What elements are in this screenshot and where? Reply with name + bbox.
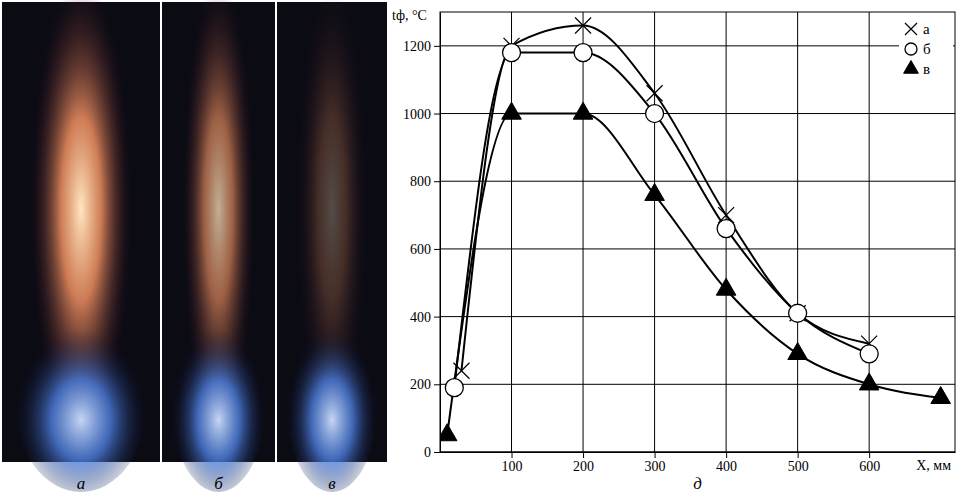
grid-line-y xyxy=(440,316,955,317)
series-line xyxy=(454,53,869,388)
tick-y: 400 xyxy=(410,310,440,325)
tick-x: 300 xyxy=(645,452,666,474)
point xyxy=(445,379,463,397)
grid-line-x xyxy=(797,12,798,452)
point xyxy=(788,343,808,360)
point xyxy=(575,18,591,34)
tick-label-y: 400 xyxy=(410,310,431,325)
tick-y: 800 xyxy=(410,174,440,189)
tick-mark-y xyxy=(434,452,440,453)
data-marks xyxy=(440,18,950,441)
point xyxy=(931,387,951,404)
tick-x: 500 xyxy=(788,452,809,474)
tick-mark-x xyxy=(726,452,727,458)
y-axis: 0 200 400 600 800 1000 1200 xyxy=(403,13,441,460)
plot-frame xyxy=(440,12,955,452)
tick-label-x: 600 xyxy=(859,459,880,474)
photo-label: в xyxy=(328,474,336,493)
legend-label: а xyxy=(923,21,930,37)
grid-line-x xyxy=(654,12,655,452)
grid xyxy=(440,12,955,452)
point xyxy=(789,304,807,322)
tick-x: 100 xyxy=(502,452,523,474)
axis-line-y xyxy=(440,13,441,453)
x-axis: 100 200 300 400 500 600 xyxy=(441,452,956,474)
point xyxy=(717,220,735,238)
flame-base xyxy=(15,312,148,492)
tick-y: 0 xyxy=(424,445,440,460)
figure: абв0200400600800100012001002003004005006… xyxy=(0,0,970,495)
tick-label-y: 800 xyxy=(410,174,431,189)
point xyxy=(453,363,469,379)
point xyxy=(647,85,663,101)
grid-line-x xyxy=(511,12,512,452)
tick-label-y: 0 xyxy=(424,445,431,460)
tick-mark-y xyxy=(434,249,440,250)
legend-marker xyxy=(905,23,917,35)
series-line xyxy=(461,26,869,371)
legend: абв xyxy=(899,16,953,82)
grid-line-y xyxy=(440,384,955,385)
point xyxy=(574,44,592,62)
tick-label-x: 400 xyxy=(716,459,737,474)
photo-label: а xyxy=(77,474,86,493)
y-axis-title: tф, °C xyxy=(392,8,427,23)
flame-base xyxy=(286,312,378,492)
point xyxy=(503,44,521,62)
point xyxy=(860,345,878,363)
tick-mark-y xyxy=(434,46,440,47)
axis-line-x xyxy=(441,452,956,453)
tick-x: 600 xyxy=(859,452,880,474)
point xyxy=(440,424,457,441)
tick-mark-x xyxy=(512,452,513,458)
point xyxy=(645,183,665,200)
point xyxy=(502,102,522,119)
point xyxy=(790,305,806,321)
tick-label-y: 1200 xyxy=(403,39,431,54)
grid-line-y xyxy=(440,248,955,249)
legend-label: б xyxy=(923,41,931,57)
point xyxy=(646,105,664,123)
tick-mark-x xyxy=(655,452,656,458)
photo xyxy=(162,0,275,492)
chart-panel-label: д xyxy=(693,474,702,493)
tick-y: 1000 xyxy=(403,107,440,122)
tick-label-x: 200 xyxy=(573,459,594,474)
chart: 0 200 400 600 800 1000 1200 100 200 300 400 500 600 t… xyxy=(392,8,956,474)
point xyxy=(573,102,593,119)
grid-line-x xyxy=(583,12,584,452)
tick-y: 200 xyxy=(410,377,440,392)
tick-label-y: 600 xyxy=(410,242,431,257)
tick-y: 1200 xyxy=(403,39,440,54)
photo xyxy=(277,0,387,492)
tick-mark-x xyxy=(869,452,870,458)
tick-mark-y xyxy=(434,317,440,318)
legend-marker xyxy=(905,43,917,55)
tick-x: 400 xyxy=(716,452,737,474)
tick-y: 600 xyxy=(410,242,440,257)
tick-label-x: 300 xyxy=(645,459,666,474)
flame-base xyxy=(171,312,266,492)
point xyxy=(859,373,879,390)
tick-label-x: 500 xyxy=(788,459,809,474)
series-line xyxy=(447,114,941,436)
photo xyxy=(2,0,160,492)
legend-label: в xyxy=(923,61,930,77)
point xyxy=(716,278,736,295)
tick-label-y: 200 xyxy=(410,377,431,392)
tick-label-x: 100 xyxy=(502,459,523,474)
tick-label-y: 1000 xyxy=(403,107,431,122)
tick-mark-x xyxy=(583,452,584,458)
tick-mark-y xyxy=(434,181,440,182)
tick-x: 200 xyxy=(573,452,594,474)
legend-background xyxy=(899,16,953,82)
tick-mark-y xyxy=(434,384,440,385)
tick-mark-x xyxy=(798,452,799,458)
tick-mark-y xyxy=(434,114,440,115)
x-axis-title: X, мм xyxy=(916,458,951,473)
photo-label: б xyxy=(214,474,223,493)
legend-marker xyxy=(904,61,919,74)
